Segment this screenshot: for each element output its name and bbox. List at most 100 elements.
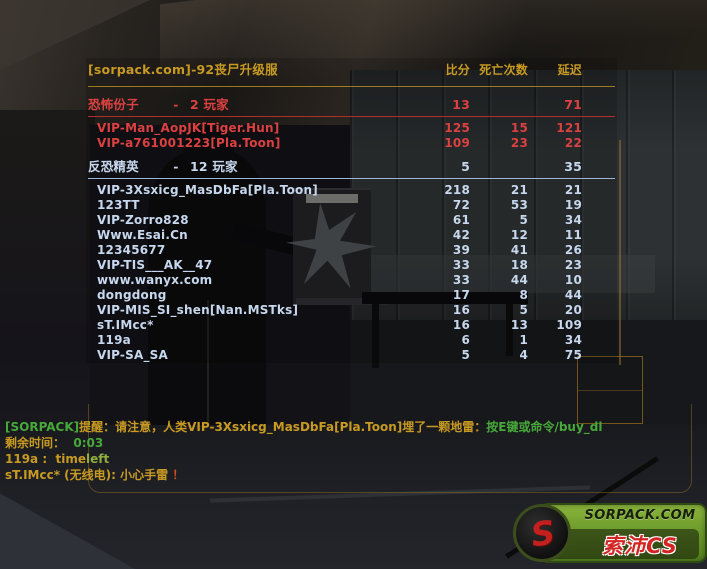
player-latency: 121: [556, 121, 582, 135]
player-latency: 22: [564, 136, 582, 150]
hud-frame: [88, 404, 692, 493]
player-score: 39: [452, 243, 470, 257]
chat-segment: left: [85, 452, 110, 466]
player-name: VIP-SA_SA: [97, 348, 168, 362]
sorpack-logo: S SORPACK.COM 索沛CS: [513, 502, 707, 566]
scene-table: [362, 292, 528, 304]
chat-line: 119a : timeleft: [5, 451, 603, 467]
player-name: VIP-TIS___AK__47: [97, 258, 213, 272]
player-row: VIP-a761001223[Pla.Toon] 109 23 22: [88, 136, 615, 151]
player-latency: 26: [564, 243, 582, 257]
player-deaths: 5: [519, 303, 528, 317]
player-deaths: 41: [510, 243, 528, 257]
sorpack-logo-icon: S: [513, 504, 571, 562]
player-row: VIP-Zorro828 61 5 34: [88, 213, 615, 228]
player-deaths: 4: [519, 348, 528, 362]
player-score: 16: [452, 318, 470, 332]
player-row: VIP-SA_SA 5 4 75: [88, 348, 615, 363]
column-header-score: 比分: [445, 63, 470, 77]
teams-list: 恐怖份子 -2 玩家 13 71 VIP-Man_AopJK[Tiger.Hun] 125…: [88, 96, 615, 363]
scene-counter-edge: [296, 298, 388, 305]
chat-segment: 提醒：请注意，人类VIP-3Xsxicg_MasDbFa[Pla.Toon]埋了…: [79, 420, 487, 434]
player-row: VIP-TIS___AK__47 33 18 23: [88, 258, 615, 273]
player-score: 6: [461, 333, 470, 347]
chat-segment: ！: [172, 468, 185, 482]
player-latency: 10: [564, 273, 582, 287]
player-latency: 20: [564, 303, 582, 317]
player-deaths: 44: [510, 273, 528, 287]
player-deaths: 53: [510, 198, 528, 212]
player-latency: 11: [564, 228, 582, 242]
team-underline: [88, 178, 615, 179]
chat-segment: [SORPACK]: [5, 420, 80, 434]
player-score: 16: [452, 303, 470, 317]
scene-display-case: [577, 356, 643, 424]
player-name: VIP-Man_AopJK[Tiger.Hun]: [97, 121, 280, 135]
player-deaths: 21: [510, 183, 528, 197]
scene-table-leg: [372, 304, 379, 368]
player-name: Www.Esai.Cn: [97, 228, 188, 242]
player-deaths: 12: [510, 228, 528, 242]
player-name: VIP-a761001223[Pla.Toon]: [97, 136, 281, 150]
player-latency: 109: [556, 318, 582, 332]
player-latency: 44: [564, 288, 582, 302]
player-deaths: 23: [510, 136, 528, 150]
chat-segment: 119a : time: [5, 452, 86, 466]
player-row: dongdong 17 8 44: [88, 288, 615, 303]
scoreboard-divider: [88, 86, 615, 87]
player-row: sT.IMcc* 16 13 109: [88, 318, 615, 333]
player-row: 12345677 39 41 26: [88, 243, 615, 258]
player-score: 33: [452, 273, 470, 287]
player-name: www.wanyx.com: [97, 273, 213, 287]
player-score: 17: [452, 288, 470, 302]
team-block: 反恐精英 -12 玩家 5 35 VIP-3Xsxicg_MasDbFa[Pla.Too…: [88, 158, 615, 363]
scoreboard-backdrop: [86, 58, 617, 363]
chat-line: sT.IMcc* (无线电): 小心手雷 ！: [5, 467, 603, 483]
scene-wall-edge: [207, 300, 209, 495]
player-latency: 19: [564, 198, 582, 212]
player-score: 5: [461, 348, 470, 362]
column-header-latency: 延迟: [557, 63, 582, 77]
player-row: 119a 6 1 34: [88, 333, 615, 348]
player-deaths: 18: [510, 258, 528, 272]
column-header-deaths: 死亡次数: [479, 63, 528, 77]
player-name: 119a: [97, 333, 131, 347]
player-name: 12345677: [97, 243, 166, 257]
player-deaths: 8: [519, 288, 528, 302]
logo-site-text: SORPACK.COM: [584, 508, 696, 523]
chat-segment: sT.IMcc* (无线电): 小心手雷: [5, 468, 173, 482]
scoreboard-header-row: [sorpack.com]-92丧尸升级服 比分 死亡次数 延迟: [88, 62, 615, 82]
team-latency: 71: [564, 97, 582, 112]
team-score: 5: [461, 159, 470, 174]
player-name: VIP-Zorro828: [97, 213, 189, 227]
chat-segment: 按E键或命令/buy_dl: [486, 420, 603, 434]
logo-inner-panel: [547, 529, 699, 559]
chat-segment: 0:03: [73, 436, 104, 450]
scene-table-leg: [506, 304, 513, 356]
player-deaths: 5: [519, 213, 528, 227]
team-score: 13: [452, 97, 470, 112]
player-latency: 23: [564, 258, 582, 272]
scene-edge-highlight: [619, 140, 621, 365]
team-name: 恐怖份子: [88, 97, 139, 112]
scene-wall-band: [355, 255, 655, 293]
player-latency: 34: [564, 333, 582, 347]
scene-display-case-shelf: [578, 390, 642, 391]
player-name: VIP-3Xsxicg_MasDbFa[Pla.Toon]: [97, 183, 318, 197]
player-deaths: 1: [519, 333, 528, 347]
player-row: VIP-Man_AopJK[Tiger.Hun] 125 15 121: [88, 121, 615, 136]
player-score: 72: [452, 198, 470, 212]
team-header-row: 反恐精英 -12 玩家 5 35: [88, 158, 615, 176]
logo-s-letter: S: [528, 512, 558, 555]
server-name: [sorpack.com]-92丧尸升级服: [88, 62, 278, 77]
player-latency: 75: [564, 348, 582, 362]
player-name: sT.IMcc*: [97, 318, 154, 332]
team-block: 恐怖份子 -2 玩家 13 71 VIP-Man_AopJK[Tiger.Hun] 125…: [88, 96, 615, 151]
team-player-count: 2 玩家: [190, 97, 229, 112]
player-row: VIP-3Xsxicg_MasDbFa[Pla.Toon] 218 21 21: [88, 183, 615, 198]
chat-segment: 剩余时间：: [5, 436, 74, 450]
team-header-row: 恐怖份子 -2 玩家 13 71: [88, 96, 615, 114]
scene-player-head: [184, 126, 234, 172]
chat-area: [SORPACK]提醒：请注意，人类VIP-3Xsxicg_MasDbFa[Pl…: [5, 419, 603, 483]
